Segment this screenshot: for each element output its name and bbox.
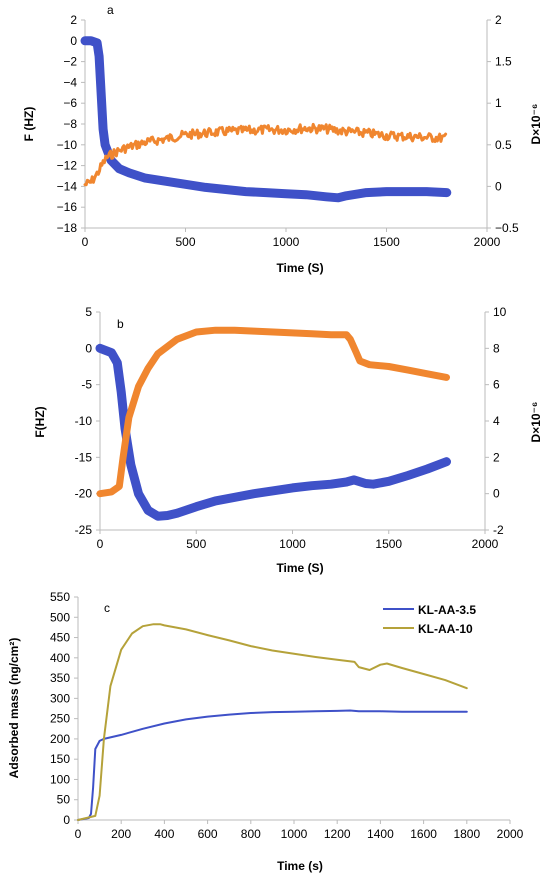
y-tick-label: −4 (63, 75, 77, 89)
y-tick-label: 0 (63, 813, 70, 827)
y-tick-label: 50 (57, 793, 71, 807)
y2-tick-label: 2 (493, 450, 500, 464)
y-tick-label: -20 (75, 487, 93, 501)
panel-a-x-axis-label: Time (S) (276, 261, 323, 275)
y-tick-label: 400 (50, 651, 70, 665)
y2-tick-label: 0.5 (495, 138, 512, 152)
y-tick-label: −14 (57, 179, 78, 193)
panel-c-x-axis-label: Time (s) (277, 859, 323, 873)
y-tick-label: −16 (57, 200, 78, 214)
panel-b-chart: b 5 0 -5 -10 -15 -20 -25 10 8 6 4 2 0 -2 0 500 1000 150… (33, 305, 543, 575)
x-tick-label: 1000 (279, 537, 306, 551)
x-tick-label: 1400 (367, 827, 394, 841)
x-tick-label: 400 (154, 827, 174, 841)
y-tick-label: 450 (50, 631, 70, 645)
y-tick-label: 550 (50, 590, 70, 604)
y-tick-label: −10 (57, 138, 78, 152)
y-tick-label: 250 (50, 712, 70, 726)
y2-tick-label: 1 (495, 96, 502, 110)
y2-tick-label: 6 (493, 378, 500, 392)
y-tick-label: −8 (63, 117, 77, 131)
y-tick-label: 150 (50, 752, 70, 766)
y-tick-label: 350 (50, 671, 70, 685)
panel-a-label: a (107, 3, 114, 17)
y-tick-label: 5 (85, 305, 92, 319)
series-line-left-0 (80, 36, 452, 203)
x-tick-label: 500 (186, 537, 206, 551)
panel-c-y-axis-label: Adsorbed mass (ng/cm²) (7, 638, 21, 779)
series-line-right-1 (83, 122, 448, 187)
y-tick-label: −6 (63, 96, 77, 110)
y-tick-label: 2 (70, 13, 77, 27)
series-line-kl-aa-3-5 (77, 709, 468, 821)
x-tick-label: 0 (82, 235, 89, 249)
y2-tick-label: 0 (495, 179, 502, 193)
y-tick-label: −18 (57, 221, 78, 235)
panel-b-x-axis-label: Time (S) (276, 561, 323, 575)
y-tick-label: 300 (50, 691, 70, 705)
x-tick-label: 200 (111, 827, 131, 841)
x-tick-label: 1000 (273, 235, 300, 249)
panel-a-chart: a 2 0 −2 −4 −6 −8 −10 −12 −14 −16 −18 2 1.5 1 0.5 0 −0.… (22, 3, 543, 275)
y2-tick-label: -2 (493, 523, 504, 537)
y-tick-label: -25 (75, 523, 93, 537)
x-tick-label: 600 (198, 827, 218, 841)
x-tick-label: 800 (241, 827, 261, 841)
y2-tick-label: −0.5 (495, 221, 519, 235)
x-tick-label: 1800 (453, 827, 480, 841)
legend-label-kl-aa-3-5: KL-AA-3.5 (418, 603, 476, 617)
panel-b-y-axis-label: F(HZ) (33, 406, 47, 437)
x-tick-label: 1600 (410, 827, 437, 841)
y-tick-label: 100 (50, 772, 70, 786)
y-tick-label: -5 (81, 378, 92, 392)
x-tick-label: 1500 (375, 537, 402, 551)
x-tick-label: 500 (175, 235, 195, 249)
x-tick-label: 0 (97, 537, 104, 551)
series-line-right-1 (96, 326, 450, 498)
x-tick-label: 2000 (497, 827, 524, 841)
panel-c-label: c (104, 601, 110, 615)
y2-tick-label: 0 (493, 487, 500, 501)
panel-a-y-axis-label: F (HZ) (22, 107, 36, 142)
y-tick-label: 0 (85, 341, 92, 355)
y-tick-label: −12 (57, 159, 78, 173)
x-tick-label: 1000 (281, 827, 308, 841)
panel-b-label: b (117, 317, 124, 331)
legend-label-kl-aa-10: KL-AA-10 (418, 622, 473, 636)
y-tick-label: 0 (70, 34, 77, 48)
y-tick-label: 200 (50, 732, 70, 746)
y-tick-label: −2 (63, 55, 77, 69)
y2-tick-label: 2 (495, 13, 502, 27)
series-line-kl-aa-10 (77, 623, 468, 821)
y2-tick-label: 4 (493, 414, 500, 428)
panel-a-y2-axis-label: D×10⁻⁶ (529, 104, 543, 145)
x-tick-label: 2000 (474, 235, 501, 249)
y-tick-label: 500 (50, 610, 70, 624)
panel-b-y2-axis-label: D×10⁻⁶ (529, 402, 543, 443)
x-tick-label: 1200 (324, 827, 351, 841)
series-line-left-0 (95, 343, 451, 521)
x-tick-label: 0 (75, 827, 82, 841)
y2-tick-label: 10 (493, 305, 507, 319)
y-tick-label: -10 (75, 414, 93, 428)
x-tick-label: 2000 (472, 537, 499, 551)
x-tick-label: 1500 (373, 235, 400, 249)
y-tick-label: -15 (75, 450, 93, 464)
y2-tick-label: 8 (493, 341, 500, 355)
legend: KL-AA-3.5 KL-AA-10 (383, 603, 476, 636)
y2-tick-label: 1.5 (495, 55, 512, 69)
